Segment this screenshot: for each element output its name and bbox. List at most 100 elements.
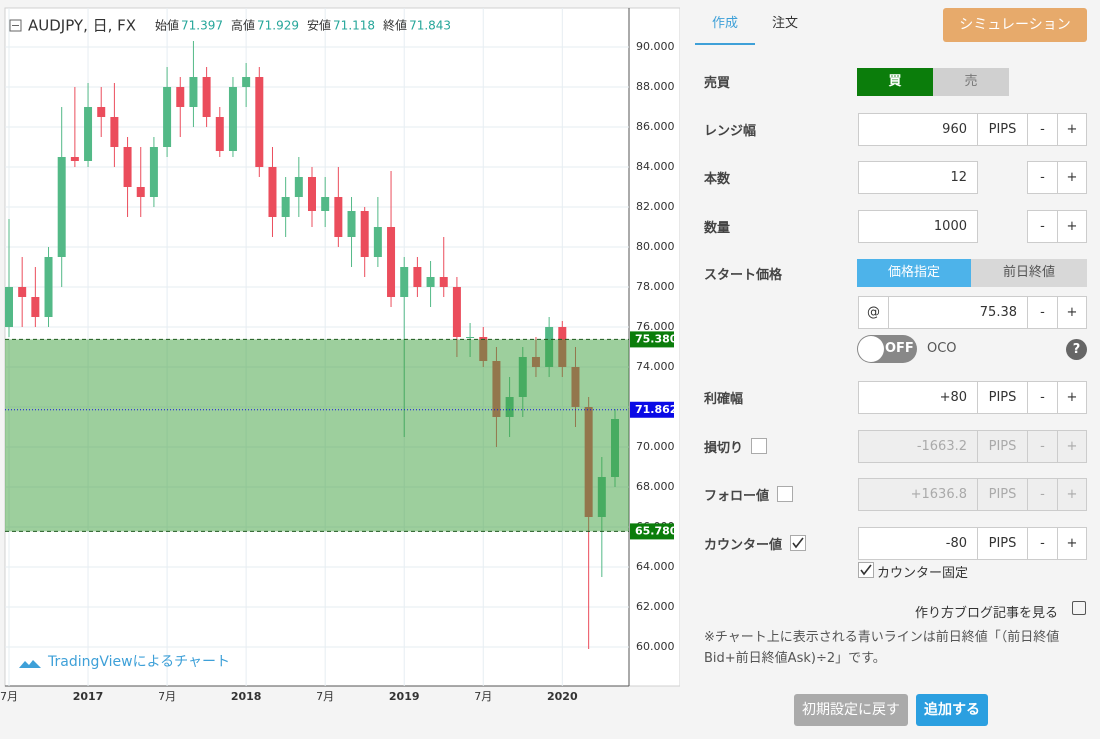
- value-input[interactable]: +80: [858, 381, 978, 414]
- y-tick-label: 62.000: [636, 600, 675, 613]
- ohlc-value: 71.397: [181, 19, 223, 33]
- option-button[interactable]: 価格指定: [857, 259, 971, 287]
- x-tick-label: 7月: [0, 690, 18, 703]
- candle-body: [31, 297, 40, 317]
- candle-body: [123, 147, 132, 187]
- candle-body: [268, 167, 277, 217]
- y-tick-label: 70.000: [636, 440, 675, 453]
- minus-button[interactable]: -: [1027, 161, 1058, 194]
- candle-body: [176, 87, 185, 107]
- y-tick-label: 80.000: [636, 240, 675, 253]
- candle-body: [294, 177, 303, 197]
- y-tick-label: 74.000: [636, 360, 675, 373]
- value-input[interactable]: 1000: [858, 210, 978, 243]
- candle-body: [149, 147, 158, 197]
- ohlc-label: 終値: [383, 18, 407, 33]
- candle-body: [426, 277, 435, 287]
- plus-button[interactable]: +: [1057, 527, 1087, 560]
- value-input[interactable]: 960: [858, 113, 978, 146]
- plus-button[interactable]: +: [1057, 381, 1087, 414]
- y-tick-label: 84.000: [636, 160, 675, 173]
- candle-body: [387, 227, 396, 297]
- price-tag-label: 75.380: [635, 332, 678, 345]
- ohlc-value: 71.929: [257, 19, 299, 33]
- price-tag-label: 71.862: [635, 403, 677, 416]
- help-icon[interactable]: ?: [1066, 339, 1087, 360]
- tab[interactable]: 注文: [771, 16, 798, 31]
- candle-body: [44, 257, 53, 317]
- candle-body: [57, 157, 66, 257]
- blog-link[interactable]: 作り方ブログ記事を見る: [915, 606, 1059, 621]
- tv-logo: [19, 660, 41, 668]
- x-tick-label: 2020: [547, 690, 578, 703]
- price-tag: [630, 401, 674, 418]
- simulate-button[interactable]: シミュレーション: [943, 8, 1087, 42]
- field-label: 利確幅: [704, 392, 744, 407]
- checkbox[interactable]: [777, 486, 793, 502]
- buy-button[interactable]: 買: [857, 68, 933, 96]
- field-label: 本数: [704, 172, 731, 187]
- add-button[interactable]: 追加する: [916, 694, 988, 726]
- checkmark: [792, 537, 804, 549]
- tab[interactable]: 作成: [695, 12, 755, 45]
- candle-body: [163, 87, 172, 147]
- minus-button: -: [1027, 430, 1058, 463]
- candle-body: [400, 267, 409, 297]
- candle-body: [5, 287, 13, 327]
- minus-button[interactable]: -: [1027, 527, 1058, 560]
- candle-body: [215, 117, 224, 151]
- ohlc-label: 安値: [307, 18, 331, 33]
- candle-body: [439, 277, 448, 287]
- y-tick-label: 78.000: [636, 280, 675, 293]
- x-tick-label: 2018: [231, 690, 262, 703]
- candle-body: [347, 211, 356, 237]
- ohlc-value: 71.843: [409, 19, 451, 33]
- y-tick-label: 68.000: [636, 480, 675, 493]
- plus-button[interactable]: +: [1057, 296, 1087, 329]
- price-tag: [630, 523, 674, 540]
- checkbox[interactable]: [751, 438, 767, 454]
- candle-body: [334, 197, 343, 237]
- value-input[interactable]: -80: [858, 527, 978, 560]
- sell-button[interactable]: 売: [933, 68, 1009, 96]
- candle-body: [18, 287, 27, 297]
- checkbox[interactable]: [790, 535, 806, 551]
- checkbox-label: カウンター固定: [877, 566, 969, 581]
- ohlc-label: 始値: [155, 18, 179, 33]
- reset-button[interactable]: 初期設定に戻す: [794, 694, 908, 726]
- price-tag-label: 65.780: [635, 524, 678, 537]
- candle-body: [189, 77, 198, 107]
- option-button[interactable]: 前日終値: [971, 259, 1087, 287]
- minus-button[interactable]: -: [1027, 113, 1058, 146]
- minus-button[interactable]: -: [1027, 296, 1058, 329]
- candle-body: [84, 107, 93, 161]
- plus-button[interactable]: +: [1057, 161, 1087, 194]
- minus-button[interactable]: -: [1027, 381, 1058, 414]
- y-tick-label: 90.000: [636, 40, 675, 53]
- order-panel: 作成 注文 シミュレーション 売買買売レンジ幅 960 PIPS - + 本数 12- + 数量 100…: [680, 0, 1100, 739]
- candle-body: [308, 177, 316, 211]
- candle-body: [255, 77, 264, 167]
- plus-button: +: [1057, 478, 1087, 511]
- x-tick-label: 2017: [73, 690, 104, 703]
- y-tick-label: 82.000: [636, 200, 675, 213]
- minus-button[interactable]: -: [1027, 210, 1058, 243]
- value-input[interactable]: 12: [858, 161, 978, 194]
- x-tick-label: 2019: [389, 690, 420, 703]
- unit: PIPS: [977, 527, 1028, 560]
- plus-button[interactable]: +: [1057, 210, 1087, 243]
- checkbox[interactable]: [858, 562, 874, 578]
- field-label: 損切り: [704, 441, 744, 456]
- value-input[interactable]: 75.38: [888, 296, 1028, 329]
- value-input: -1663.2: [858, 430, 978, 463]
- symbol: AUDJPY, 日, FX: [28, 17, 136, 35]
- ohlc-label: 高値: [231, 18, 255, 33]
- y-tick-label: 60.000: [636, 640, 675, 653]
- plus-button[interactable]: +: [1057, 113, 1087, 146]
- candle-body: [321, 197, 330, 211]
- toggle-knob: [858, 336, 884, 362]
- field-label: 数量: [704, 221, 731, 236]
- y-tick-label: 88.000: [636, 80, 675, 93]
- at-sign: @: [858, 296, 889, 329]
- unit: PIPS: [977, 381, 1028, 414]
